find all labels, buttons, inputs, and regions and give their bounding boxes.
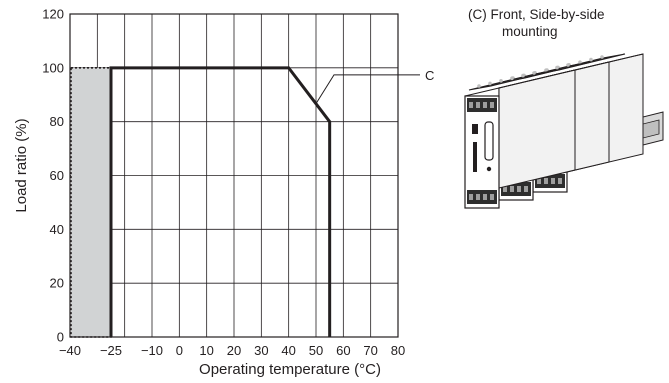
x-tick-label: 10 bbox=[199, 343, 213, 358]
plot-frame bbox=[69, 13, 399, 338]
y-tick-label: 0 bbox=[57, 330, 64, 345]
y-tick-labels: 0 20 40 60 80 100 120 bbox=[42, 7, 64, 345]
x-tick-label: −40 bbox=[59, 343, 81, 358]
x-tick-label: −25 bbox=[100, 343, 122, 358]
module-unit bbox=[464, 69, 576, 209]
callout-label-c: C bbox=[425, 68, 434, 83]
x-tick-labels: −40 −25 −10 0 10 20 30 40 50 60 70 80 bbox=[59, 343, 405, 358]
caption-line-2: mounting bbox=[502, 24, 558, 39]
chart-grid bbox=[69, 13, 399, 338]
y-tick-label: 80 bbox=[50, 114, 64, 129]
product-caption: (C) Front, Side-by-side mounting bbox=[468, 6, 668, 40]
y-tick-label: 60 bbox=[50, 168, 64, 183]
x-tick-label: 70 bbox=[363, 343, 377, 358]
y-axis-title: Load ratio (%) bbox=[13, 118, 30, 212]
x-tick-label: −10 bbox=[141, 343, 163, 358]
y-tick-label: 40 bbox=[50, 222, 64, 237]
x-tick-label: 0 bbox=[176, 343, 183, 358]
module-group bbox=[464, 53, 644, 209]
x-axis-title: Operating temperature (°C) bbox=[199, 361, 381, 378]
din-rail-modules-illustration bbox=[464, 53, 664, 209]
x-tick-label: 30 bbox=[254, 343, 268, 358]
derating-chart: C −40 −25 −10 0 10 20 30 40 50 60 70 80 0 20 40 60 80 10… bbox=[13, 7, 434, 379]
callout-leader-line bbox=[315, 74, 420, 104]
shaded-region bbox=[70, 67, 112, 338]
y-tick-label: 20 bbox=[50, 276, 64, 291]
x-tick-label: 20 bbox=[227, 343, 241, 358]
caption-line-1: (C) Front, Side-by-side bbox=[468, 7, 605, 22]
x-tick-label: 80 bbox=[391, 343, 405, 358]
y-tick-label: 100 bbox=[42, 60, 64, 75]
x-tick-label: 40 bbox=[281, 343, 295, 358]
derating-curve-c bbox=[109, 66, 332, 337]
x-tick-label: 60 bbox=[336, 343, 350, 358]
y-tick-label: 120 bbox=[42, 7, 64, 22]
x-tick-label: 50 bbox=[309, 343, 323, 358]
